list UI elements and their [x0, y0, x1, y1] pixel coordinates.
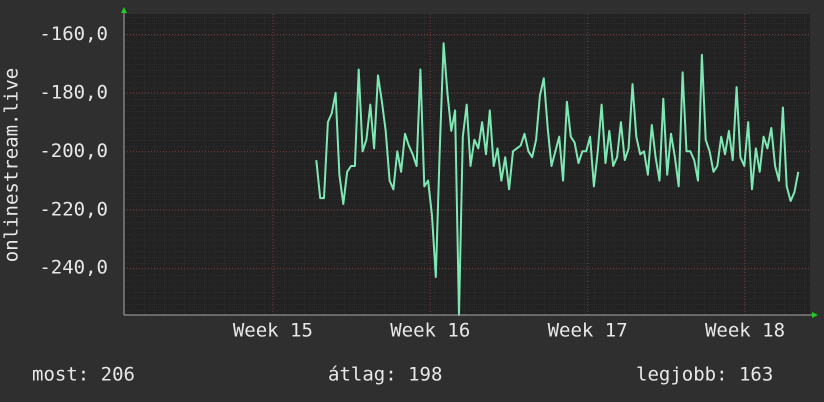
minor-grid	[124, 14, 810, 315]
stat: most: 206	[32, 364, 135, 386]
x-tick-label: Week 16	[390, 320, 470, 342]
y-tick-label: -200,0	[39, 140, 108, 162]
y-tick-label: -240,0	[39, 257, 108, 279]
y-tick-label: -160,0	[39, 23, 108, 45]
stat: legjobb: 163	[636, 364, 773, 386]
x-tick-label: Week 15	[233, 320, 313, 342]
stat: átlag: 198	[328, 364, 442, 386]
y-axis-title: onlinestream.live	[1, 68, 23, 262]
x-tick-label: Week 17	[548, 320, 628, 342]
grid	[124, 14, 810, 315]
y-arrow	[121, 7, 127, 13]
plot	[315, 42, 800, 316]
x-tick-label: Week 18	[705, 320, 785, 342]
y-tick-label: -180,0	[39, 81, 108, 103]
x-arrow	[812, 312, 818, 318]
y-tick-label: -220,0	[39, 198, 108, 220]
line-series	[315, 42, 800, 316]
